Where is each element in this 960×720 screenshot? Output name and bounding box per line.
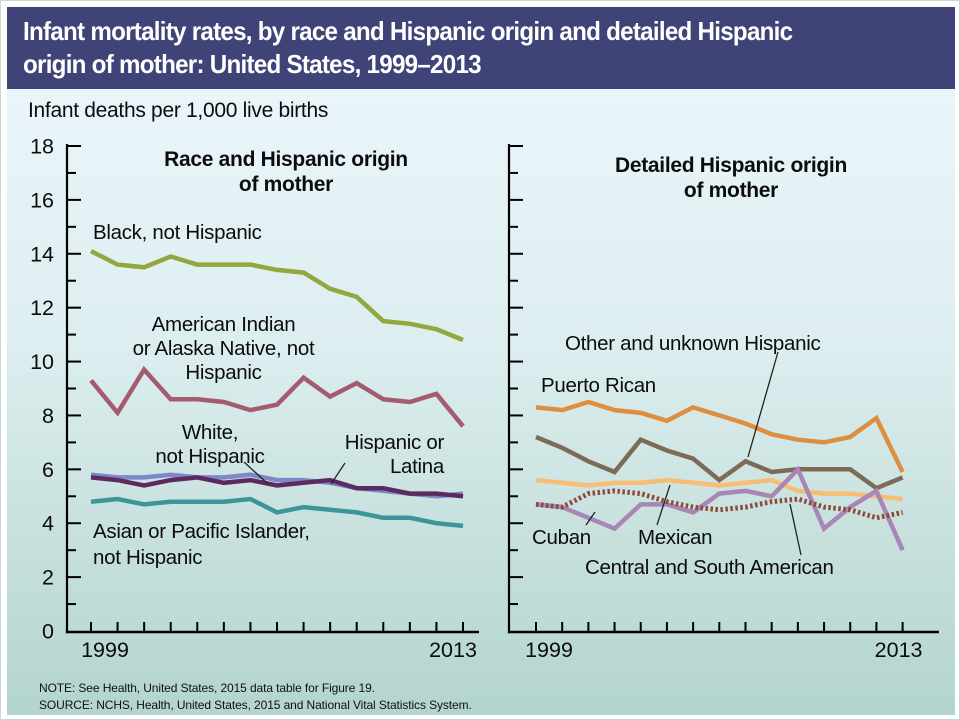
series-line-mexican: [535, 477, 903, 502]
series-line-other-unknown: [535, 434, 904, 491]
y-axis-label: 4: [42, 512, 54, 536]
x-axis-label: 2013: [429, 638, 477, 662]
right-panel-title: Detailed Hispanic origin of mother: [591, 153, 871, 203]
source-text: SOURCE: NCHS, Health, United States, 201…: [39, 697, 472, 712]
figure-title-line-1: Infant mortality rates, by race and Hisp…: [23, 16, 793, 46]
note-text: NOTE: See Health, United States, 2015 da…: [39, 681, 375, 695]
y-axis-label: 18: [30, 135, 54, 159]
label-leader-line: [747, 351, 779, 458]
figure-title-line-2: origin of mother: United States, 1999–20…: [23, 49, 482, 79]
y-axis-label: 0: [42, 620, 54, 644]
series-label-cuban: Cuban: [532, 526, 591, 549]
left-panel-title-line-1: Race and Hispanic origin: [164, 148, 408, 171]
y-axis-label: 16: [30, 188, 54, 212]
label-leader-line: [243, 461, 269, 485]
series-line-puerto-rican: [535, 399, 905, 473]
y-axis-label: 12: [30, 296, 54, 320]
series-label-white-not-hispanic: White, not Hispanic: [155, 421, 265, 468]
x-axis-label: 1999: [525, 638, 573, 662]
y-axis-label: 10: [30, 350, 54, 374]
right-panel-title-line-2: of mother: [683, 179, 779, 202]
y-axis-units-label: Infant deaths per 1,000 live births: [28, 99, 329, 122]
series-label-mexican: Mexican: [638, 526, 713, 549]
x-axis-label: 2013: [875, 638, 923, 662]
figure-notes: NOTE: See Health, United States, 2015 da…: [39, 680, 472, 713]
left-panel-title: Race and Hispanic origin of mother: [146, 147, 426, 197]
series-label-central-south-american: Central and South American: [585, 556, 834, 579]
right-panel-title-line-1: Detailed Hispanic origin: [614, 154, 847, 177]
series-label-puerto-rican: Puerto Rican: [541, 374, 656, 397]
series-label-hispanic-or-latina: Hispanic or Latina: [344, 431, 445, 478]
series-line-black-nh: [89, 249, 464, 343]
y-axis-label: 14: [30, 242, 54, 266]
chart-background: [7, 89, 955, 715]
y-axis-label: 2: [42, 566, 54, 590]
label-leader-line: [789, 503, 802, 556]
series-line-aian-nh: [89, 365, 465, 428]
label-leader-line: [585, 511, 596, 526]
series-line-cuban: [535, 465, 905, 552]
left-panel-title-line-2: of mother: [238, 173, 334, 196]
label-leader-line: [656, 484, 671, 526]
series-label-black-not-hispanic: Black, not Hispanic: [93, 221, 262, 244]
y-axis-label: 8: [42, 404, 54, 428]
series-label-american-indian-alaska-native: American Indian or Alaska Native, not Hi…: [132, 313, 315, 384]
x-axis-label: 1999: [81, 638, 129, 662]
series-line-api-nh: [90, 496, 464, 529]
series-label-asian-pacific-islander: Asian or Pacific Islander, not Hispanic: [93, 520, 310, 569]
series-label-other-unknown-hispanic: Other and unknown Hispanic: [565, 332, 821, 355]
y-axis-label: 6: [42, 458, 54, 482]
label-leader-line: [330, 462, 346, 485]
figure-title-bar: Infant mortality rates, by race and Hisp…: [7, 7, 955, 89]
series-line-hispanic: [90, 475, 464, 499]
